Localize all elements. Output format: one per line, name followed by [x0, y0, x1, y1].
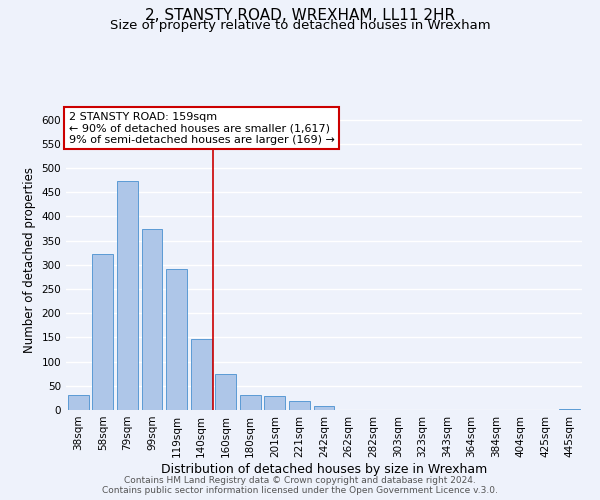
Bar — [142, 229, 163, 410]
Bar — [117, 180, 138, 410]
Text: Size of property relative to detached houses in Wrexham: Size of property relative to detached ho… — [110, 19, 490, 32]
Bar — [215, 374, 236, 410]
Bar — [92, 254, 113, 410]
Bar — [68, 394, 89, 410]
X-axis label: Distribution of detached houses by size in Wrexham: Distribution of detached houses by size … — [161, 462, 487, 475]
Bar — [240, 395, 261, 410]
Bar — [191, 340, 212, 410]
Text: 2 STANSTY ROAD: 159sqm
← 90% of detached houses are smaller (1,617)
9% of semi-d: 2 STANSTY ROAD: 159sqm ← 90% of detached… — [68, 112, 334, 144]
Text: 2, STANSTY ROAD, WREXHAM, LL11 2HR: 2, STANSTY ROAD, WREXHAM, LL11 2HR — [145, 8, 455, 22]
Bar — [559, 409, 580, 410]
Bar — [166, 269, 187, 410]
Y-axis label: Number of detached properties: Number of detached properties — [23, 167, 36, 353]
Bar — [314, 406, 334, 410]
Bar — [289, 402, 310, 410]
Text: Contains HM Land Registry data © Crown copyright and database right 2024.: Contains HM Land Registry data © Crown c… — [124, 476, 476, 485]
Bar — [265, 396, 286, 410]
Text: Contains public sector information licensed under the Open Government Licence v.: Contains public sector information licen… — [102, 486, 498, 495]
